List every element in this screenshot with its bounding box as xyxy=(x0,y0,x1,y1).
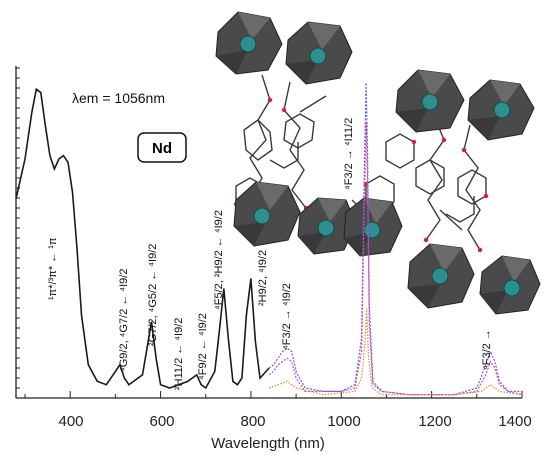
nd-ion xyxy=(431,267,449,285)
coordination-polyhedron-7 xyxy=(343,197,403,257)
nd-ion xyxy=(309,47,327,65)
emission-spectrum-2-line xyxy=(268,122,523,396)
annotation-2h11: ²H11/2 ← ⁴I9/2 xyxy=(173,318,185,390)
coordination-polyhedron-8 xyxy=(407,243,475,309)
transition-annotations: ¹π*/³π* ← ¹π ⁴G9/2, ⁴G7/2 ← ⁴I9/2 ²G7/2,… xyxy=(47,118,493,390)
x-axis-title: Wavelength (nm) xyxy=(211,435,325,452)
x-tick-label-800: 800 xyxy=(240,413,265,430)
coordination-polyhedron-5 xyxy=(233,181,301,247)
excitation-spectrum-line xyxy=(15,87,270,390)
nd-ion xyxy=(493,101,511,119)
nd-ion xyxy=(503,279,521,297)
x-tick-label-1400: 1400 xyxy=(498,413,531,430)
coordination-polyhedron-4 xyxy=(467,79,535,141)
coordination-polyhedron-9 xyxy=(479,255,541,315)
coordination-polyhedron-3 xyxy=(395,69,465,133)
nd-ion xyxy=(421,93,439,111)
annotation-4f3-4i11: ⁴F3/2 → ⁴I11/2 xyxy=(343,118,355,190)
x-tick-label-600: 600 xyxy=(149,413,174,430)
nd-badge-label: Nd xyxy=(152,140,172,157)
plot-area xyxy=(15,82,523,396)
annotation-ligand: ¹π*/³π* ← ¹π xyxy=(47,237,59,300)
coordination-polyhedron-2 xyxy=(285,21,353,85)
nd-ion xyxy=(239,35,257,53)
nd-ion xyxy=(317,219,335,237)
annotation-4g: ⁴G9/2, ⁴G7/2 ← ⁴I9/2 xyxy=(118,269,130,372)
x-tick-labels: 400 600 800 1000 1200 1400 xyxy=(58,413,531,430)
annotation-2g: ²G7/2, ⁴G5/2 ← ⁴I9/2 xyxy=(147,244,159,346)
emission-spectrum-1-line xyxy=(268,82,522,396)
nd-ion xyxy=(253,207,271,225)
emission-wavelength-label: λem = 1056nm xyxy=(72,90,165,106)
x-ticks xyxy=(24,391,523,398)
x-tick-label-400: 400 xyxy=(58,413,83,430)
coordination-polyhedron-1 xyxy=(215,11,283,75)
annotation-4f9: ⁴F9/2 ← ⁴I9/2 xyxy=(197,313,209,380)
axes xyxy=(15,66,523,399)
x-tick-label-1200: 1200 xyxy=(418,413,451,430)
nd-badge xyxy=(137,132,187,163)
emission-spectrum-3-line xyxy=(268,308,523,396)
annotation-2h9: ²H9/2, ⁴I9/2 xyxy=(257,250,269,306)
y-minor-ticks xyxy=(16,67,20,389)
nd-ion xyxy=(363,221,381,239)
annotation-4f5: ⁴F5/2, ²H9/2 ← ⁴I9/2 xyxy=(213,210,225,310)
annotation-4f3-right: ⁴F3/2 → xyxy=(481,329,493,370)
x-tick-label-1000: 1000 xyxy=(327,413,360,430)
coordination-polyhedron-6 xyxy=(297,197,357,255)
annotation-4f3-4i9: ⁴F3/2 → ⁴I9/2 xyxy=(281,283,293,350)
